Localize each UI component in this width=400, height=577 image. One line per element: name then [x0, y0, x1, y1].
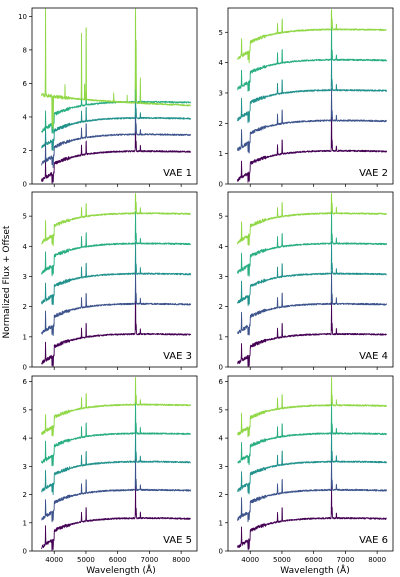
spectrum-line-1 [237, 98, 388, 183]
x-tick-label: 7000 [140, 556, 158, 564]
y-tick-label: 6 [23, 80, 28, 88]
y-tick-label: 6 [23, 378, 28, 386]
panel-4: 0 1 2 3 4 5 VAE 4 [219, 191, 394, 372]
x-tick-label: 4000 [45, 556, 63, 564]
spectrum-line-1 [237, 301, 388, 367]
spectrum-line-2 [237, 456, 387, 523]
y-tick-label: 1 [23, 519, 27, 527]
spectrum-line-2 [237, 87, 387, 154]
y-tick-label: 0 [219, 364, 223, 372]
y-tick-label: 4 [23, 243, 28, 251]
spectrum-line-2 [41, 100, 191, 169]
y-tick-label: 2 [23, 491, 27, 499]
panel-frame [31, 7, 198, 185]
panel-frame [227, 191, 394, 368]
x-tick-label: 8000 [172, 556, 190, 564]
y-tick-label: 2 [219, 120, 223, 128]
x-tick-label: 6000 [109, 556, 127, 564]
y-tick-label: 3 [219, 89, 223, 97]
y-tick-label: 1 [219, 519, 223, 527]
panel-frame [31, 191, 198, 368]
y-tick-label: 4 [219, 243, 224, 251]
y-tick-label: 5 [219, 406, 223, 414]
x-tick-label: 6000 [305, 556, 323, 564]
spectrum-line-5 [237, 193, 388, 246]
y-tick-label: 3 [219, 463, 223, 471]
spectrum-line-5 [237, 376, 387, 438]
spectrum-line-4 [237, 210, 388, 277]
spectrum-line-5 [41, 193, 191, 247]
panel-label: VAE 1 [163, 168, 192, 179]
y-tick-label: 0 [23, 364, 27, 372]
y-tick-label: 5 [23, 406, 27, 414]
spectrum-line-5 [237, 9, 387, 64]
x-axis-label-left: Wavelength (Å) [86, 564, 155, 576]
y-tick-label: 6 [219, 378, 224, 386]
y-tick-label: 2 [23, 303, 27, 311]
y-tick-label: 2 [23, 147, 27, 155]
spectrum-line-4 [41, 400, 191, 467]
panel-label: VAE 6 [359, 535, 388, 546]
y-tick-label: 8 [23, 46, 27, 54]
panel-5: 0 1 2 3 4 5 6 4000 5000 6000 7000 8000 VAE 5 [23, 375, 198, 564]
spectrum-line-3 [41, 429, 191, 496]
y-tick-label: 1 [219, 150, 223, 158]
spectrum-line-3 [237, 240, 387, 307]
panel-frame [227, 7, 394, 185]
y-tick-label: 0 [23, 548, 27, 556]
y-tick-label: 1 [219, 333, 223, 341]
panel-frame [227, 375, 394, 552]
spectrum-line-2 [41, 457, 192, 523]
y-tick-label: 4 [219, 59, 224, 67]
y-tick-label: 1 [23, 333, 27, 341]
x-axis-label-right: Wavelength (Å) [280, 564, 349, 576]
y-tick-label: 0 [219, 181, 223, 189]
spectrum-line-1 [41, 281, 192, 367]
x-tick-label: 4000 [241, 556, 259, 564]
panel-3: 0 1 2 3 4 5 VAE 3 [23, 191, 198, 372]
spectrum-line-4 [41, 210, 192, 277]
y-tick-label: 4 [23, 435, 28, 443]
x-tick-label: 8000 [368, 556, 386, 564]
panel-label: VAE 5 [163, 535, 192, 546]
spectrum-line-1 [41, 484, 191, 551]
y-tick-label: 3 [23, 273, 27, 281]
y-tick-label: 5 [23, 213, 27, 221]
spectrum-line-3 [237, 428, 388, 495]
y-tick-label: 3 [23, 463, 27, 471]
y-tick-label: 4 [219, 435, 224, 443]
spectrum-line-5 [41, 376, 192, 437]
spectrum-line-3 [41, 84, 192, 151]
panel-6: 0 1 2 3 4 5 6 4000 5000 6000 7000 8000 VAE 6 [219, 375, 394, 564]
y-tick-label: 2 [219, 303, 223, 311]
y-tick-label: 10 [18, 13, 27, 21]
spectrum-line-1 [41, 118, 191, 184]
panel-1: 0 2 4 6 8 10 VAE 1 [18, 7, 198, 189]
spectrum-line-3 [237, 57, 388, 124]
y-tick-label: 4 [23, 113, 28, 121]
spectrum-line-4 [237, 26, 388, 92]
panel-label: VAE 3 [163, 351, 192, 362]
y-tick-label: 5 [219, 213, 223, 221]
panel-2: 0 1 2 3 4 5 VAE 2 [219, 7, 394, 189]
x-tick-label: 7000 [336, 556, 354, 564]
spectrum-line-3 [41, 241, 192, 305]
spectrum-line-1 [237, 485, 387, 551]
spectrum-line-4 [237, 401, 387, 466]
panel-frame [31, 375, 198, 552]
spectrum-line-5 [41, 8, 191, 130]
y-axis-label: Normalized Flux + Offset [2, 225, 12, 338]
panel-label: VAE 4 [359, 351, 388, 362]
y-tick-label: 0 [219, 548, 223, 556]
x-tick-label: 5000 [77, 556, 95, 564]
y-tick-label: 3 [219, 273, 223, 281]
x-tick-label: 5000 [273, 556, 291, 564]
y-tick-label: 0 [23, 181, 27, 189]
y-tick-label: 5 [219, 29, 223, 37]
spectrum-line-2 [237, 271, 388, 336]
panel-label: VAE 2 [359, 168, 388, 179]
spectrum-line-2 [41, 270, 192, 337]
y-tick-label: 2 [219, 491, 223, 499]
